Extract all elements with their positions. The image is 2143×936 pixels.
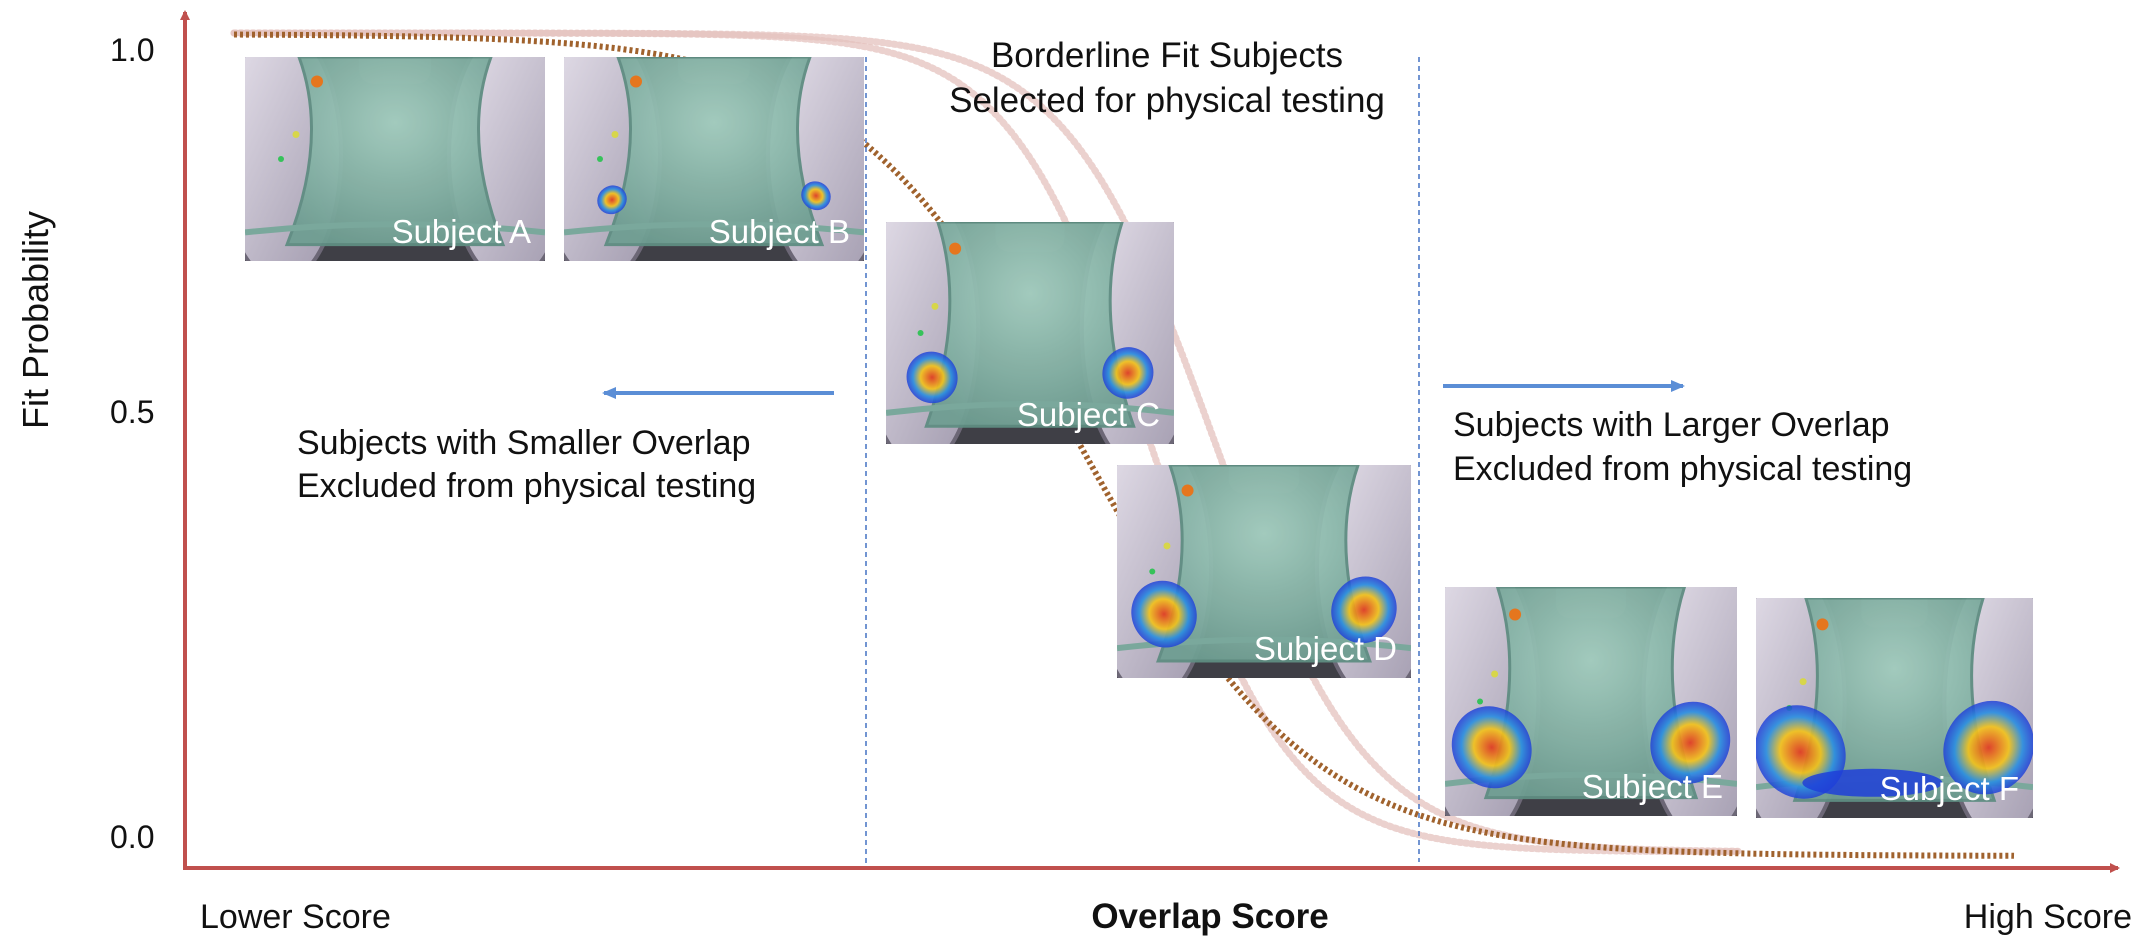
x-left-label: Lower Score xyxy=(200,898,391,936)
subject-c-label: Subject C xyxy=(1017,396,1160,433)
subject-thumbnails: Subject A Subject B Subject C Subject D Subj… xyxy=(245,57,2033,818)
y-tick-1: 1.0 xyxy=(110,32,154,68)
subject-c-thumbnail: Subject C xyxy=(886,222,1174,444)
subject-a-thumbnail: Subject A xyxy=(245,57,545,261)
y-axis-label: Fit Probability xyxy=(15,211,56,429)
smaller-overlap-subtitle: Excluded from physical testing xyxy=(297,467,756,505)
x-axis-label: Overlap Score xyxy=(1091,897,1328,936)
subject-d-thumbnail: Subject D xyxy=(1117,465,1411,678)
subject-e-label: Subject E xyxy=(1582,768,1723,805)
y-tick-0.5: 0.5 xyxy=(110,394,154,430)
larger-overlap-subtitle: Excluded from physical testing xyxy=(1453,450,1912,488)
fit-probability-curve xyxy=(234,31,2015,859)
subject-f-thumbnail: Subject F xyxy=(1756,598,2033,818)
subject-b-label: Subject B xyxy=(709,213,850,250)
subject-d-label: Subject D xyxy=(1254,630,1397,667)
borderline-subtitle: Selected for physical testing xyxy=(949,81,1385,120)
larger-overlap-title: Subjects with Larger Overlap xyxy=(1453,406,1890,444)
x-right-label: High Score xyxy=(1964,898,2132,936)
subject-e-thumbnail: Subject E xyxy=(1445,587,1737,816)
smaller-overlap-title: Subjects with Smaller Overlap xyxy=(297,424,751,462)
y-tick-0: 0.0 xyxy=(110,819,154,855)
subject-a-label: Subject A xyxy=(392,213,531,250)
borderline-title: Borderline Fit Subjects xyxy=(991,36,1343,75)
subject-b-thumbnail: Subject B xyxy=(564,57,864,261)
subject-f-label: Subject F xyxy=(1880,770,2019,807)
